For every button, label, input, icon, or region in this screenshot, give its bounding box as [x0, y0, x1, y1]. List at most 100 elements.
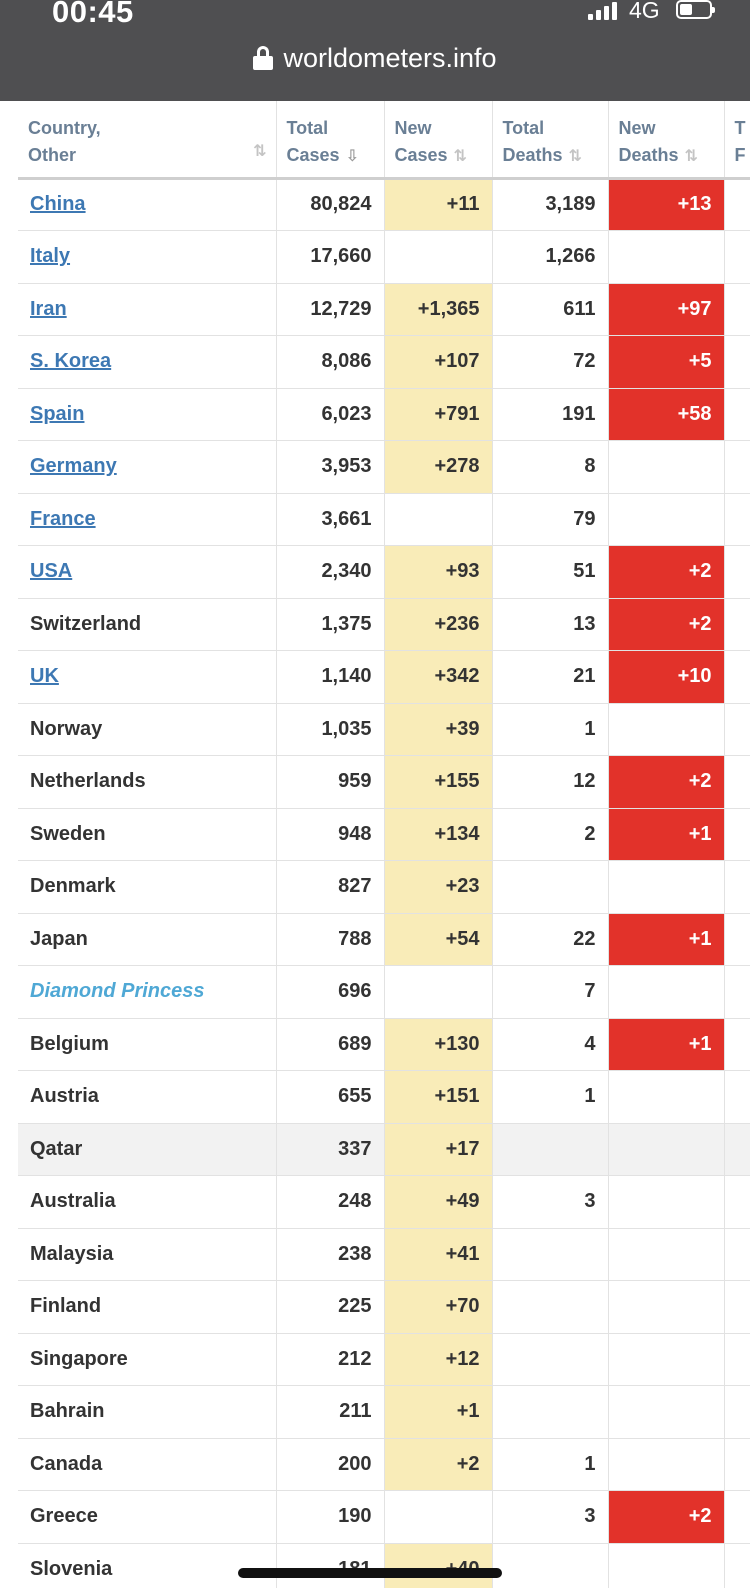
address-bar[interactable]: worldometers.info — [0, 43, 750, 74]
cell-next-column — [724, 545, 750, 599]
cell-new-cases: +791 — [384, 388, 493, 441]
cell-country[interactable]: Iran — [18, 283, 277, 336]
table-row: Sweden 948 +134 2 +1 — [18, 808, 750, 861]
table-row: Qatar 337 +17 — [18, 1123, 750, 1176]
header-total-cases[interactable]: Total Cases ⇩ — [276, 101, 385, 180]
country-name: Sweden — [30, 822, 106, 845]
cell-total-deaths: 22 — [492, 913, 609, 966]
cell-total-cases: 238 — [276, 1228, 385, 1281]
sort-icon[interactable]: ⇅ — [453, 148, 468, 165]
cell-total-deaths: 3 — [492, 1175, 609, 1229]
cell-country[interactable]: China — [18, 178, 277, 231]
sort-icon[interactable]: ⇅ — [684, 148, 699, 165]
cell-total-deaths: 72 — [492, 335, 609, 389]
cell-next-column — [724, 913, 750, 966]
cell-new-cases: +39 — [384, 703, 493, 756]
country-link[interactable]: France — [30, 507, 96, 530]
cell-new-deaths — [608, 1123, 725, 1176]
country-name: Singapore — [30, 1347, 128, 1370]
cell-total-deaths: 3,189 — [492, 178, 609, 231]
cell-total-cases: 211 — [276, 1385, 385, 1439]
cell-new-cases: +342 — [384, 650, 493, 704]
table-row: Austria 655 +151 1 — [18, 1070, 750, 1124]
status-time: 00:45 — [52, 0, 134, 29]
cell-new-deaths: +2 — [608, 545, 725, 599]
table-row: Singapore 212 +12 — [18, 1333, 750, 1386]
country-link[interactable]: Iran — [30, 297, 67, 320]
cell-new-cases — [384, 1490, 493, 1544]
cell-country: Qatar — [18, 1123, 277, 1176]
country-link[interactable]: Italy — [30, 245, 71, 268]
cell-country[interactable]: USA — [18, 545, 277, 599]
country-link[interactable]: Spain — [30, 402, 85, 425]
sort-icon[interactable]: ⇅ — [568, 148, 583, 165]
country-link[interactable]: S. Korea — [30, 350, 112, 373]
cell-total-cases: 3,661 — [276, 493, 385, 546]
cell-next-column — [724, 1018, 750, 1071]
cell-total-deaths: 2 — [492, 808, 609, 861]
cell-new-deaths — [608, 1280, 725, 1334]
country-name: Qatar — [30, 1137, 83, 1160]
cell-total-deaths: 611 — [492, 283, 609, 336]
cell-new-deaths — [608, 493, 725, 546]
cell-country[interactable]: Germany — [18, 440, 277, 494]
cell-next-column — [724, 860, 750, 914]
cell-country: Greece — [18, 1490, 277, 1544]
cell-total-deaths: 7 — [492, 965, 609, 1019]
sort-desc-icon[interactable]: ⇩ — [345, 148, 360, 165]
table-row: Switzerland 1,375 +236 13 +2 — [18, 598, 750, 651]
cell-country: Belgium — [18, 1018, 277, 1071]
cell-next-column — [724, 178, 750, 231]
table-body: China 80,824 +11 3,189 +13 Italy 17,660 1,266 Ir… — [18, 178, 750, 1588]
home-indicator[interactable] — [238, 1568, 502, 1578]
country-name: Australia — [30, 1190, 116, 1213]
country-link[interactable]: China — [30, 193, 86, 216]
country-link[interactable]: Germany — [30, 455, 117, 478]
cell-new-cases: +93 — [384, 545, 493, 599]
cell-country[interactable]: S. Korea — [18, 335, 277, 389]
cell-new-deaths — [608, 860, 725, 914]
cell-next-column — [724, 1490, 750, 1544]
cell-new-cases — [384, 230, 493, 284]
cell-new-cases: +151 — [384, 1070, 493, 1124]
cell-new-cases: +70 — [384, 1280, 493, 1334]
cell-country[interactable]: France — [18, 493, 277, 546]
country-name: Switzerland — [30, 612, 142, 635]
cell-new-cases: +130 — [384, 1018, 493, 1071]
header-country[interactable]: Country, Other ⇅ — [18, 101, 277, 180]
table-row: Diamond Princess 696 7 — [18, 965, 750, 1019]
cell-new-deaths — [608, 1438, 725, 1491]
cell-total-cases: 3,953 — [276, 440, 385, 494]
cell-next-column — [724, 335, 750, 389]
cell-total-deaths: 1,266 — [492, 230, 609, 284]
cell-country[interactable]: UK — [18, 650, 277, 704]
cell-new-cases: +155 — [384, 755, 493, 809]
sort-icon[interactable]: ⇅ — [253, 142, 267, 160]
cell-new-deaths: +5 — [608, 335, 725, 389]
country-link[interactable]: USA — [30, 560, 73, 583]
cell-new-cases — [384, 965, 493, 1019]
cell-country[interactable]: Italy — [18, 230, 277, 284]
cell-country: Australia — [18, 1175, 277, 1229]
cell-new-cases: +107 — [384, 335, 493, 389]
cell-new-cases: +2 — [384, 1438, 493, 1491]
cell-country[interactable]: Spain — [18, 388, 277, 441]
cell-new-deaths — [608, 1543, 725, 1588]
network-type: 4G — [629, 0, 660, 23]
header-next-column[interactable]: T F — [724, 101, 750, 180]
country-link[interactable]: UK — [30, 665, 59, 688]
header-new-deaths[interactable]: New Deaths ⇅ — [608, 101, 725, 180]
cell-new-deaths — [608, 1333, 725, 1386]
coronavirus-table-container[interactable]: Country, Other ⇅ Total Cases ⇩ New Cases ⇅… — [18, 101, 750, 1588]
country-name: Diamond Princess — [30, 980, 205, 1003]
cell-next-column — [724, 598, 750, 651]
country-name: Denmark — [30, 875, 116, 898]
header-total-deaths[interactable]: Total Deaths ⇅ — [492, 101, 609, 180]
cell-next-column — [724, 1280, 750, 1334]
cell-new-cases: +278 — [384, 440, 493, 494]
header-new-cases[interactable]: New Cases ⇅ — [384, 101, 493, 180]
table-row: Malaysia 238 +41 — [18, 1228, 750, 1281]
table-row: Slovenia 181+40 — [18, 1543, 750, 1588]
cell-new-cases: +23 — [384, 860, 493, 914]
table-row: China 80,824 +11 3,189 +13 — [18, 178, 750, 231]
